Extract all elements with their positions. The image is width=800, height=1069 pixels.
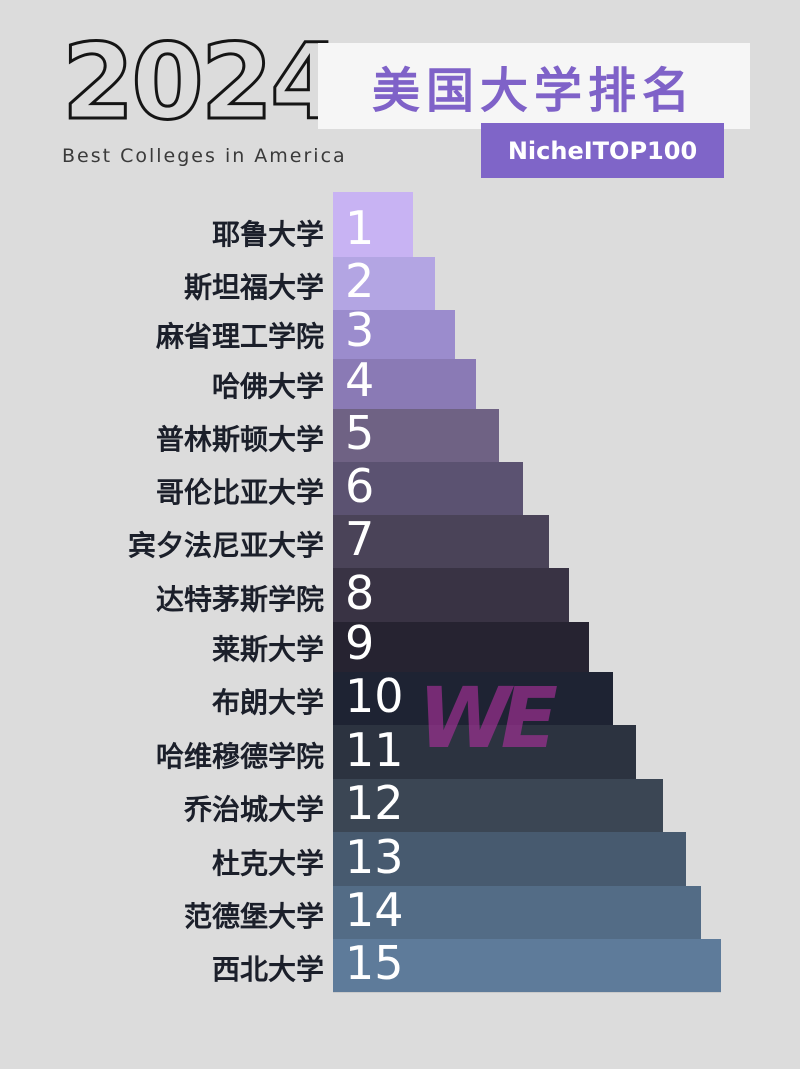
- university-name: 莱斯大学: [211, 633, 324, 666]
- university-name: 布朗大学: [211, 686, 324, 719]
- university-name: 西北大学: [211, 953, 324, 986]
- university-name: 杜克大学: [211, 847, 324, 880]
- rank-number: 4: [345, 353, 375, 407]
- university-name: 哈佛大学: [211, 370, 324, 403]
- university-name: 哥伦比亚大学: [155, 476, 324, 509]
- university-name: 哈维穆德学院: [155, 740, 324, 773]
- page-title: 美国大学排名: [371, 63, 696, 119]
- rank-bar-7: [333, 515, 549, 568]
- university-name: 乔治城大学: [183, 793, 324, 826]
- rank-number: 6: [345, 459, 375, 513]
- rank-bar-1: [333, 192, 413, 257]
- rank-bar-5: [333, 409, 499, 462]
- university-name: 麻省理工学院: [155, 320, 324, 353]
- university-name: 范德堡大学: [183, 900, 324, 933]
- university-name: 普林斯顿大学: [155, 423, 324, 456]
- title-box: 美国大学排名: [318, 43, 750, 129]
- rank-bar-4: [333, 359, 476, 409]
- source-tag: NicheITOP100: [481, 123, 724, 178]
- rank-bar-9: [333, 622, 589, 672]
- rank-number: 11: [345, 723, 404, 777]
- rank-number: 12: [345, 776, 404, 830]
- rank-number: 10: [345, 669, 404, 723]
- rank-number: 13: [345, 830, 404, 884]
- rank-bar-11: [333, 725, 636, 779]
- rank-number: 2: [345, 254, 375, 308]
- rank-bar-14: [333, 886, 701, 939]
- rank-bar-10: [333, 672, 613, 725]
- university-name: 耶鲁大学: [211, 218, 324, 251]
- rank-bar-15: [333, 939, 721, 992]
- rank-number: 9: [345, 616, 375, 670]
- rank-bar-12: [333, 779, 663, 832]
- rank-number: 7: [345, 512, 375, 566]
- university-name: 宾夕法尼亚大学: [127, 529, 324, 562]
- rank-bar-8: [333, 568, 569, 622]
- rank-bar-6: [333, 462, 523, 515]
- rank-number: 15: [345, 936, 404, 990]
- rank-number: 5: [345, 406, 375, 460]
- rank-bar-13: [333, 832, 686, 886]
- university-name: 达特茅斯学院: [155, 583, 324, 616]
- rank-number: 1: [345, 201, 375, 255]
- rank-number: 14: [345, 883, 404, 937]
- rank-bar-2: [333, 257, 435, 310]
- year-heading: 2024: [60, 21, 343, 143]
- watermark-logo: WE: [418, 669, 558, 767]
- university-name: 斯坦福大学: [183, 271, 324, 304]
- rank-number: 8: [345, 566, 375, 620]
- subtitle: Best Colleges in America: [62, 145, 347, 167]
- rank-number: 3: [345, 303, 375, 357]
- rank-bar-3: [333, 310, 455, 359]
